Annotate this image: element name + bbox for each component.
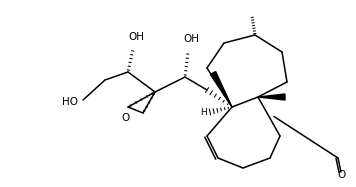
Text: OH: OH [183, 34, 199, 44]
Text: H: H [200, 108, 207, 117]
Text: OH: OH [128, 32, 144, 42]
Polygon shape [210, 72, 232, 107]
Text: O: O [337, 170, 345, 180]
Text: O: O [122, 113, 130, 123]
Polygon shape [258, 94, 285, 100]
Text: HO: HO [62, 97, 78, 107]
